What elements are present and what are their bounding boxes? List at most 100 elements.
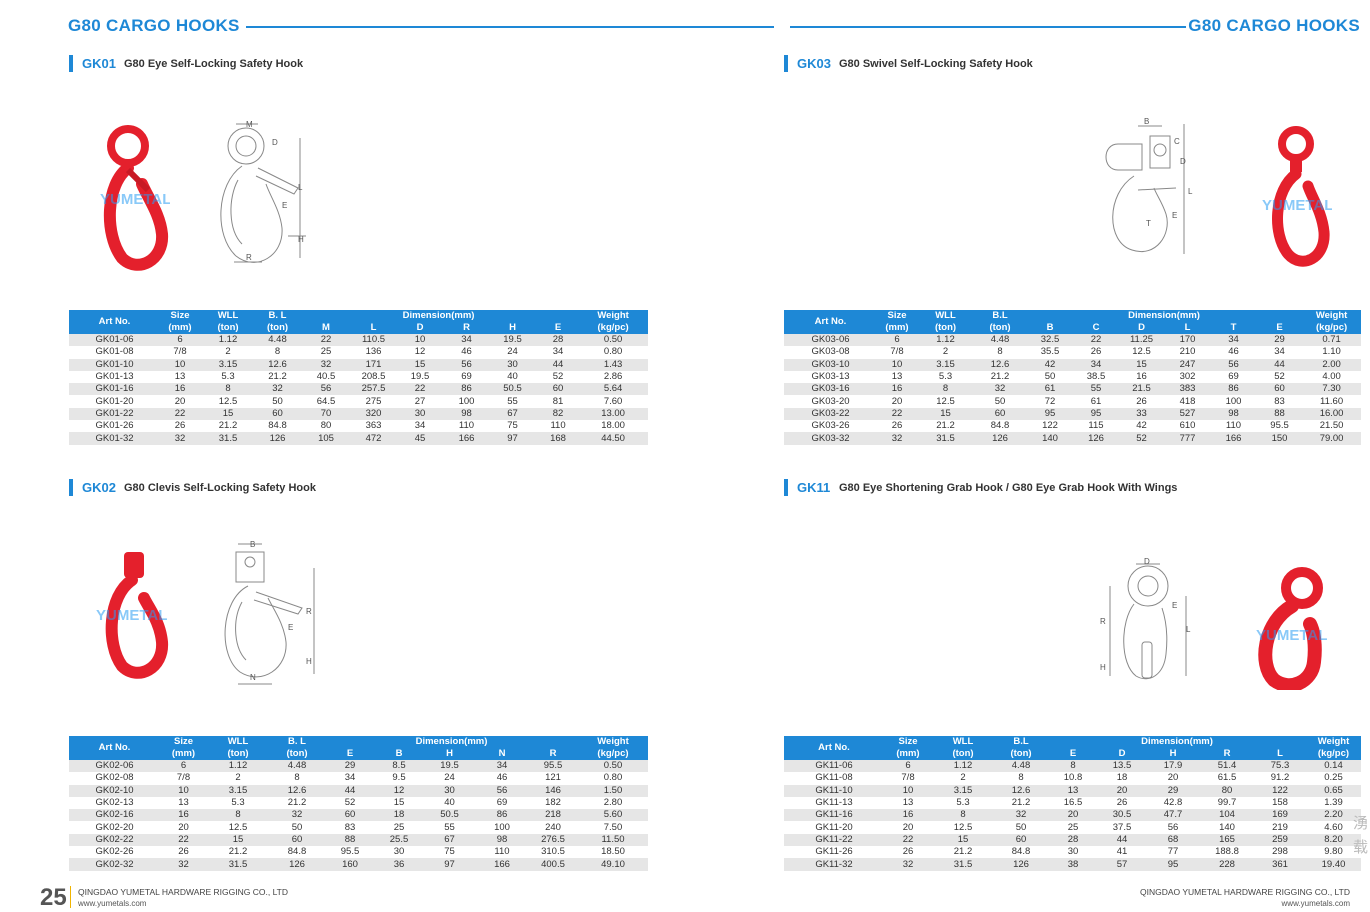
table-cell: 3.15: [932, 784, 994, 797]
footer-url-left[interactable]: www.yumetals.com: [78, 899, 147, 908]
table-cell: 44.50: [578, 432, 649, 445]
table-cell: GK11-26: [784, 846, 884, 859]
svg-text:D: D: [272, 138, 278, 147]
page-number: 25: [40, 884, 67, 911]
table-cell: 95: [1026, 407, 1074, 421]
table-cell: 84.8: [269, 846, 325, 859]
table-cell: 8: [207, 809, 269, 822]
table-cell: 0.50: [578, 334, 649, 347]
table-cell: 34: [476, 760, 528, 773]
table-cell: 160: [325, 858, 375, 871]
footer-url-right[interactable]: www.yumetals.com: [1281, 899, 1350, 908]
table-cell: 100: [476, 821, 528, 834]
table-cell: 46: [446, 346, 487, 359]
table-cell: 52: [1257, 370, 1303, 384]
gk03-hook-photo: YUMETAL: [1262, 126, 1332, 267]
table-cell: 31.5: [200, 432, 256, 445]
table-cell: 122: [1254, 784, 1306, 797]
table-cell: 8: [932, 809, 994, 822]
table-cell: 169: [1254, 809, 1306, 822]
table-cell: 56: [476, 784, 528, 797]
table-cell: 86: [1210, 383, 1257, 396]
table-cell: 38.5: [1074, 370, 1118, 384]
gk01-technical-drawing: M D L E H R: [220, 120, 306, 263]
table-cell: 98: [476, 833, 528, 847]
table-cell: 275: [353, 395, 394, 408]
table-cell: 50.5: [487, 383, 538, 396]
table-cell: 61: [1026, 383, 1074, 396]
table-cell: 60: [256, 407, 299, 421]
table-cell: 47.7: [1146, 809, 1200, 822]
table-cell: 8.5: [375, 760, 423, 773]
table-cell: 8: [1048, 760, 1098, 773]
table-cell: GK11-06: [784, 760, 884, 773]
table-cell: 37.5: [1098, 821, 1146, 834]
table-cell: 15: [394, 358, 446, 371]
table-cell: 6: [160, 760, 207, 773]
table-cell: 34: [394, 420, 446, 433]
table-cell: 18: [375, 809, 423, 822]
table-row: GK01-32 32 31.5 126 105 472 45 166 97 168 44.50: [69, 432, 649, 445]
table-cell: 15: [932, 833, 994, 847]
table-cell: 51.4: [1200, 760, 1254, 773]
table-cell: 383: [1165, 383, 1210, 396]
table-row: GK02-20 20 12.5 50 83 25 55 100 240 7.50: [69, 821, 648, 834]
table-cell: 26: [1098, 796, 1146, 810]
table-row: GK01-16 16 8 32 56 257.5 22 86 50.5 60 5.64: [69, 383, 649, 396]
table-cell: 527: [1165, 407, 1210, 421]
table-cell: 11.50: [578, 833, 648, 847]
table-cell: 1.12: [207, 760, 269, 773]
table-cell: 50: [974, 395, 1026, 408]
table-cell: 8: [200, 383, 256, 396]
table-cell: GK01-32: [69, 432, 160, 445]
table-cell: GK01-22: [69, 407, 160, 421]
table-cell: 61.5: [1200, 772, 1254, 785]
gk11-spec-table: Art No. Size WLL B.L Dimension(mm) Weight …: [784, 736, 1361, 871]
table-cell: GK01-08: [69, 346, 160, 359]
gk11-technical-drawing: D R E L H: [1100, 557, 1191, 680]
table-cell: 95.5: [325, 846, 375, 859]
edge-characters: 湧 载: [1353, 815, 1369, 856]
table-cell: 56: [1210, 358, 1257, 371]
table-row: GK11-20 20 12.5 50 25 37.5 56 140 219 4.60: [784, 821, 1361, 834]
table-cell: 20: [1098, 784, 1146, 797]
svg-text:R: R: [1100, 617, 1106, 626]
table-cell: 12.5: [200, 395, 256, 408]
table-cell: GK01-06: [69, 334, 160, 347]
table-row: GK11-13 13 5.3 21.2 16.5 26 42.8 99.7 158 1.39: [784, 796, 1361, 810]
table-cell: 0.71: [1302, 334, 1362, 347]
table-cell: 12.6: [994, 784, 1048, 797]
table-cell: 5.60: [578, 809, 648, 822]
table-cell: 30: [487, 358, 538, 371]
table-cell: 27: [394, 395, 446, 408]
table-cell: 97: [423, 858, 476, 871]
table-cell: 10: [884, 784, 932, 797]
table-cell: 4.60: [1306, 821, 1361, 834]
table-cell: 16.00: [1302, 407, 1362, 421]
table-cell: 21.5: [1118, 383, 1165, 396]
table-cell: 140: [1026, 432, 1074, 445]
table-cell: 98: [446, 407, 487, 421]
left-page-title: G80 CARGO HOOKS: [68, 16, 240, 35]
table-cell: 21.2: [269, 796, 325, 810]
table-cell: 31.5: [207, 858, 269, 871]
table-cell: 2.00: [1302, 358, 1362, 371]
table-row: GK11-08 7/8 2 8 10.8 18 20 61.5 91.2 0.25: [784, 772, 1361, 785]
table-cell: 12.6: [974, 358, 1026, 371]
table-cell: 10: [877, 358, 917, 371]
table-cell: 12.5: [917, 395, 974, 408]
table-cell: 150: [1257, 432, 1303, 445]
table-row: GK02-08 7/8 2 8 34 9.5 24 46 121 0.80: [69, 772, 648, 785]
table-cell: 3.15: [917, 358, 974, 371]
table-cell: 29: [325, 760, 375, 773]
gk02-technical-drawing: B R E H N: [224, 540, 315, 685]
table-cell: 80: [299, 420, 353, 433]
table-row: GK11-16 16 8 32 20 30.5 47.7 104 169 2.20: [784, 809, 1361, 822]
table-cell: 25.5: [375, 833, 423, 847]
table-cell: 418: [1165, 395, 1210, 408]
table-cell: 3.15: [200, 358, 256, 371]
section-title-gk02: G80 Clevis Self-Locking Safety Hook: [124, 482, 316, 494]
table-cell: 228: [1200, 858, 1254, 871]
table-cell: 21.2: [917, 420, 974, 433]
table-cell: 166: [446, 432, 487, 445]
